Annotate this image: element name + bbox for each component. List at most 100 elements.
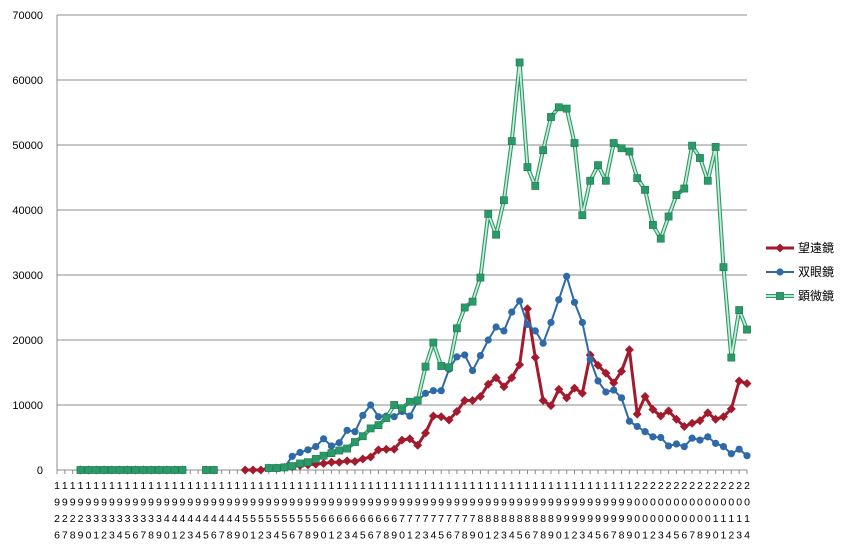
x-tick-label: 1938 [145, 480, 157, 546]
data-point [366, 452, 376, 462]
data-point [507, 137, 516, 145]
legend-marker [776, 268, 784, 276]
data-point [288, 462, 297, 470]
data-point [155, 466, 163, 474]
data-point [594, 161, 602, 170]
data-point [719, 263, 728, 272]
x-tick-label: 1935 [122, 480, 134, 546]
x-tick-label: 1972 [412, 480, 424, 546]
data-point [539, 146, 548, 155]
data-point [84, 466, 93, 474]
data-point [374, 413, 383, 421]
data-point [601, 368, 611, 378]
data-point [413, 396, 422, 405]
x-tick-label: 1977 [451, 480, 463, 546]
data-point [248, 465, 258, 475]
data-point [593, 360, 603, 370]
data-point [131, 466, 140, 474]
x-tick-label: 1992 [569, 480, 581, 546]
x-tick-label: 1990 [553, 480, 565, 546]
x-tick-label: 1968 [380, 480, 392, 546]
x-tick-label: 1952 [255, 480, 267, 546]
data-point [304, 458, 312, 467]
data-point [625, 147, 634, 156]
data-point [335, 439, 343, 447]
data-point [444, 415, 454, 425]
x-tick-label: 1951 [247, 480, 259, 546]
x-tick-label: 1942 [176, 480, 188, 546]
data-point [209, 466, 218, 474]
data-point [718, 412, 728, 422]
x-tick-label: 1955 [278, 480, 290, 546]
data-point [657, 433, 665, 442]
x-tick-label: 1928 [67, 480, 79, 546]
x-tick-label: 2004 [663, 480, 675, 546]
data-point [672, 440, 681, 448]
data-point [381, 444, 391, 454]
data-point [735, 445, 743, 453]
data-point [680, 443, 688, 451]
data-point [405, 397, 414, 406]
data-point [406, 412, 414, 420]
data-point [632, 409, 642, 419]
data-point [555, 296, 563, 304]
data-point [358, 454, 368, 464]
x-tick-label: 2008 [694, 480, 706, 546]
data-point [743, 452, 751, 460]
data-point [492, 230, 500, 239]
x-tick-label: 1956 [286, 480, 298, 546]
data-point [107, 466, 116, 474]
y-tick-label: 50000 [12, 140, 43, 152]
data-point [240, 465, 250, 475]
data-point [586, 176, 595, 185]
x-tick-label: 1995 [592, 480, 604, 546]
x-tick-label: 1943 [184, 480, 196, 546]
x-tick-label: 2013 [733, 480, 745, 546]
data-point [726, 404, 736, 414]
x-tick-label: 1931 [90, 480, 102, 546]
y-tick-label: 20000 [12, 335, 43, 347]
data-point [436, 412, 446, 422]
x-tick-label: 2007 [686, 480, 698, 546]
data-point [76, 466, 85, 474]
data-point [617, 366, 627, 376]
x-tick-label: 2002 [647, 480, 659, 546]
data-point [421, 362, 430, 371]
data-point [296, 459, 304, 468]
x-tick-label: 1984 [506, 480, 518, 546]
y-tick-label: 0 [37, 465, 43, 477]
data-point [350, 457, 360, 467]
data-point [562, 393, 572, 403]
data-point [578, 211, 587, 220]
x-tick-label: 1976 [443, 480, 455, 546]
data-point [476, 273, 485, 282]
data-point [461, 351, 469, 359]
data-point [460, 303, 469, 312]
x-tick-label: 1989 [545, 480, 557, 546]
data-point [617, 394, 626, 402]
x-tick-label: 1985 [514, 480, 526, 546]
data-point [515, 360, 525, 370]
x-tick-label: 1937 [137, 480, 149, 546]
data-point [531, 182, 540, 190]
data-point [696, 436, 704, 444]
data-point [577, 388, 587, 398]
x-tick-label: 1934 [114, 480, 126, 546]
data-point [397, 435, 407, 445]
data-point [327, 442, 336, 450]
data-point [452, 324, 461, 333]
data-point [460, 395, 470, 405]
data-point [367, 401, 375, 409]
data-point [696, 154, 704, 162]
data-point [304, 446, 312, 454]
x-tick-label: 1945 [200, 480, 212, 546]
data-point [523, 320, 532, 328]
data-point [319, 459, 329, 468]
data-point [594, 377, 602, 385]
data-point [405, 434, 415, 444]
x-tick-label: 1933 [106, 480, 118, 546]
data-point [570, 383, 579, 393]
data-point [343, 444, 352, 453]
data-point [601, 176, 610, 185]
data-point [516, 297, 524, 305]
